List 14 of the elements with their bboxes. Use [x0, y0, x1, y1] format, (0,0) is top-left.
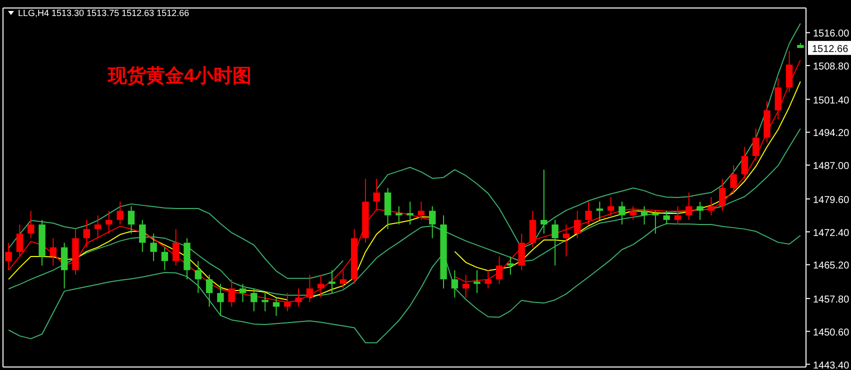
y-tick-label: 1465.20	[813, 260, 850, 272]
y-tick-label: 1457.80	[813, 294, 850, 306]
y-tick-label: 1450.60	[813, 327, 850, 338]
y-tick-label: 1472.40	[813, 228, 850, 239]
y-tick-label: 1494.20	[813, 128, 850, 140]
y-tick-label: 1501.40	[813, 95, 850, 106]
y-tick-label: 1508.80	[813, 62, 850, 73]
y-tick-label: 1443.40	[813, 360, 850, 370]
y-tick-label: 1516.00	[813, 28, 850, 40]
y-tick-label: 1487.00	[813, 161, 850, 172]
text: 现货黄金4小时图	[107, 65, 252, 87]
annotation: 1512.66	[812, 44, 849, 55]
chart-subtitle: LLG,H4 1513.30 1513.75 1512.63 1512.66	[18, 8, 190, 18]
y-tick-label: 1479.60	[813, 194, 850, 206]
